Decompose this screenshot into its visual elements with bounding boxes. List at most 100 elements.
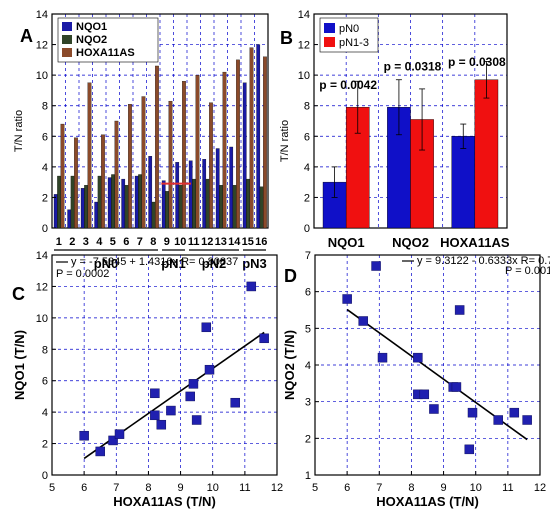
- panel-c-point: [150, 410, 160, 421]
- panel-a-category-label: 6: [123, 236, 129, 248]
- panel-a-category-label: 1: [56, 236, 62, 248]
- panel-a-bar-nqo1: [80, 188, 85, 229]
- panel-d-point: [419, 389, 430, 400]
- panel-b-ylabel: T/N ratio: [279, 120, 291, 162]
- panel-c-ytick-label: 4: [42, 407, 48, 419]
- panel-a-group-label: pN1: [161, 256, 186, 271]
- panel-b-ytick-label: 6: [304, 131, 310, 143]
- panel-a-bar-nqo2: [57, 175, 61, 229]
- panel-d-point: [464, 444, 475, 455]
- panel-c-point: [156, 419, 167, 430]
- panel-d-point: [467, 407, 478, 418]
- panel-c-point: [150, 388, 160, 399]
- panel-a-bar-nqo1: [188, 160, 193, 229]
- panel-c-xtick-label: 10: [207, 482, 219, 494]
- panel-c-letter: C: [12, 284, 25, 304]
- panel-b-ytick-label: 14: [298, 9, 310, 21]
- panel-b-ytick-label: 2: [304, 192, 310, 204]
- panel-c-xtick-label: 8: [145, 482, 151, 494]
- panel-a-bar-nqo2: [178, 185, 183, 229]
- panel-d-xtick-label: 9: [441, 482, 447, 494]
- panel-a-bar-hoxa11as: [195, 74, 200, 229]
- panel-c-xtick-label: 9: [178, 482, 184, 494]
- panel-d-point: [413, 352, 423, 363]
- panel-a-bar-nqo2: [97, 175, 102, 229]
- panel-d-point: [358, 316, 368, 326]
- panel-a-ytick-label: 2: [42, 192, 48, 204]
- panel-c-xtick-label: 7: [113, 482, 119, 494]
- panel-c-point: [188, 379, 199, 389]
- panel-a-legend-label-hoxa11as: HOXA11AS: [76, 47, 135, 59]
- panel-d-point: [509, 407, 520, 418]
- panel-a-bar-hoxa11as: [101, 134, 105, 229]
- panel-a-ytick-label: 0: [42, 223, 48, 235]
- panel-a-bar-nqo2: [70, 175, 75, 229]
- panel-b-bar-pn0: [451, 136, 476, 229]
- panel-a-bar-nqo2: [151, 201, 156, 229]
- panel-b-legend-swatch-pn1-3: [324, 37, 335, 47]
- panel-a-bar-nqo2: [259, 186, 264, 229]
- panel-a-category-label: 10: [174, 236, 186, 248]
- panel-b-legend-label-pn0: pN0: [339, 23, 359, 35]
- panel-c-xtick-label: 6: [81, 482, 87, 494]
- panel-a-bar-hoxa11as: [141, 96, 146, 229]
- panel-c-xlabel: HOXA11AS (T/N): [113, 494, 216, 509]
- panel-b-ytick-label: 12: [298, 40, 310, 52]
- panel-b-category-label: HOXA11AS: [440, 235, 510, 250]
- panel-d-xtick-label: 7: [376, 482, 382, 494]
- panel-a-bar-nqo1: [229, 146, 234, 229]
- panel-a-bar-hoxa11as: [87, 82, 92, 229]
- panel-a-category-label: 12: [201, 236, 213, 248]
- panel-c-point: [259, 333, 269, 344]
- panel-c-point: [108, 435, 118, 446]
- panel-a-bar-nqo1: [202, 159, 207, 229]
- panel-c-ytick-label: 10: [36, 313, 48, 325]
- panel-a-bar-nqo2: [246, 178, 250, 229]
- panel-d-ytick-label: 6: [305, 287, 311, 299]
- panel-a-bar-hoxa11as: [209, 102, 213, 229]
- panel-a-frame: [51, 13, 269, 229]
- panel-b-category-label: NQO1: [328, 235, 365, 250]
- panel-c-ytick-label: 0: [42, 470, 48, 482]
- panel-a-bar-nqo2: [138, 174, 142, 229]
- panel-a-bar-hoxa11as: [168, 100, 173, 229]
- panel-c-point: [201, 322, 212, 333]
- panel-a-category-label: 2: [69, 236, 75, 248]
- panel-a-bar-nqo2: [232, 185, 237, 229]
- panel-b-ytick-label: 4: [304, 162, 310, 174]
- panel-d-ytick-label: 7: [305, 250, 311, 262]
- panel-a-bar-nqo1: [215, 148, 220, 229]
- panel-c-xtick-label: 11: [239, 482, 250, 494]
- panel-a-group-label: pN0: [94, 256, 119, 271]
- panel-c-point: [246, 281, 257, 292]
- panel-d-frame: [314, 254, 541, 476]
- panel-d-xtick-label: 5: [312, 482, 318, 494]
- panel-b-legend-swatch-pn0: [324, 23, 335, 33]
- panel-d-ylabel: NQO2 (T/N): [282, 330, 297, 400]
- panel-a-category-label: 5: [110, 236, 116, 248]
- panel-a-category-label: 11: [188, 236, 200, 248]
- panel-a-bar-nqo2: [84, 185, 88, 229]
- panel-d-point: [429, 404, 439, 414]
- panel-b-category-label: NQO2: [392, 235, 429, 250]
- panel-a-bar-hoxa11as: [128, 104, 132, 229]
- panel-c-point: [185, 391, 195, 402]
- panel-a-bar-hoxa11as: [182, 81, 186, 229]
- panel-a-bar-hoxa11as: [222, 71, 227, 229]
- panel-d-point: [493, 415, 503, 425]
- panel-a-bar-nqo1: [94, 201, 99, 229]
- panel-b-pvalue: p = 0.0308: [448, 55, 506, 69]
- panel-c-point: [79, 430, 89, 441]
- panel-d-letter: D: [284, 266, 297, 286]
- panel-a-category-label: 13: [215, 236, 227, 248]
- panel-b-ytick-label: 8: [304, 101, 310, 113]
- panel-a-ytick-label: 10: [36, 70, 48, 82]
- panel-a-ytick-label: 4: [42, 162, 48, 174]
- panel-a-legend-label-nqo2: NQO2: [76, 34, 107, 46]
- panel-a-category-label: 8: [150, 236, 156, 248]
- panel-a-bar-hoxa11as: [60, 123, 65, 229]
- panel-a-letter: A: [20, 26, 33, 46]
- panel-d-xtick-label: 8: [408, 482, 414, 494]
- panel-a-bar-hoxa11as: [249, 47, 254, 229]
- panel-a-bar-hoxa11as: [114, 120, 119, 229]
